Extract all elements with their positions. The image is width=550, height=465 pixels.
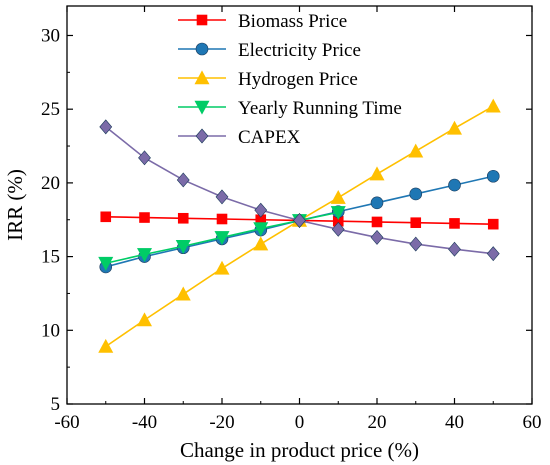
legend-label: Electricity Price bbox=[238, 40, 361, 61]
data-point bbox=[408, 143, 424, 158]
y-axis-ticks: 5 10 15 20 25 30 bbox=[41, 25, 532, 415]
y-tick-label: 30 bbox=[41, 25, 60, 46]
legend-label: Hydrogen Price bbox=[238, 69, 358, 90]
legend-marker bbox=[194, 100, 210, 115]
legend-label: Biomass Price bbox=[238, 11, 347, 32]
legend-item: Hydrogen Price bbox=[178, 69, 358, 90]
data-point bbox=[98, 256, 114, 271]
data-point bbox=[371, 216, 383, 228]
legend-item: Biomass Price bbox=[178, 11, 347, 32]
data-point bbox=[139, 212, 150, 223]
plot-frame bbox=[66, 5, 533, 405]
data-point bbox=[409, 187, 423, 201]
data-point bbox=[330, 206, 346, 221]
x-axis-ticks: -60 -40 -20 0 20 40 60 bbox=[54, 6, 542, 433]
series-capex bbox=[99, 119, 500, 262]
y-tick-label: 5 bbox=[51, 394, 61, 415]
legend-item: Yearly Running Time bbox=[178, 98, 402, 119]
data-point bbox=[448, 241, 461, 257]
legend-marker bbox=[195, 128, 209, 144]
data-point bbox=[253, 222, 269, 237]
legend-item: Electricity Price bbox=[178, 40, 361, 61]
x-tick-label: 60 bbox=[523, 412, 542, 433]
data-point bbox=[214, 231, 230, 246]
data-point bbox=[330, 189, 346, 204]
x-tick-label: 0 bbox=[295, 412, 305, 433]
data-point bbox=[176, 172, 190, 188]
x-tick-label: -40 bbox=[132, 412, 157, 433]
x-tick-label: -60 bbox=[54, 412, 79, 433]
legend-marker bbox=[195, 42, 209, 56]
y-tick-label: 15 bbox=[41, 247, 60, 268]
data-point bbox=[138, 150, 151, 166]
legend-label: CAPEX bbox=[238, 127, 301, 148]
data-point bbox=[100, 211, 112, 223]
data-point bbox=[331, 221, 345, 237]
x-tick-label: -20 bbox=[209, 412, 234, 433]
data-point bbox=[136, 248, 153, 263]
legend-marker bbox=[194, 70, 210, 85]
y-axis-title: IRR (%) bbox=[3, 169, 27, 241]
data-point bbox=[448, 178, 461, 192]
legend-marker bbox=[196, 14, 208, 26]
data-point bbox=[369, 166, 385, 181]
series-layer bbox=[98, 98, 501, 353]
data-point bbox=[449, 218, 460, 229]
legend-label: Yearly Running Time bbox=[238, 98, 402, 119]
x-tick-label: 40 bbox=[445, 412, 464, 433]
data-point bbox=[254, 202, 268, 218]
data-point bbox=[486, 169, 500, 183]
data-point bbox=[216, 213, 228, 225]
legend: Biomass Price Electricity Price Hydrogen P… bbox=[178, 11, 402, 148]
data-point bbox=[175, 239, 191, 254]
data-point bbox=[214, 260, 230, 275]
data-point bbox=[446, 120, 463, 135]
y-tick-label: 20 bbox=[41, 173, 60, 194]
x-axis-title: Change in product price (%) bbox=[180, 438, 419, 462]
x-tick-label: 20 bbox=[368, 412, 387, 433]
data-point bbox=[487, 218, 499, 230]
data-point bbox=[99, 119, 113, 135]
data-point bbox=[409, 236, 423, 252]
data-point bbox=[215, 189, 229, 205]
y-tick-label: 25 bbox=[41, 99, 60, 120]
data-point bbox=[177, 212, 189, 224]
data-point bbox=[175, 286, 191, 301]
data-point bbox=[98, 338, 114, 353]
data-point bbox=[410, 217, 422, 228]
data-point bbox=[370, 229, 384, 245]
data-point bbox=[486, 246, 500, 262]
data-point bbox=[293, 213, 306, 228]
data-point bbox=[136, 312, 153, 327]
legend-item: CAPEX bbox=[178, 127, 301, 148]
y-tick-label: 10 bbox=[41, 320, 60, 341]
data-point bbox=[253, 236, 269, 251]
data-point bbox=[485, 98, 501, 113]
plot-border bbox=[66, 5, 533, 405]
data-point bbox=[370, 196, 384, 210]
